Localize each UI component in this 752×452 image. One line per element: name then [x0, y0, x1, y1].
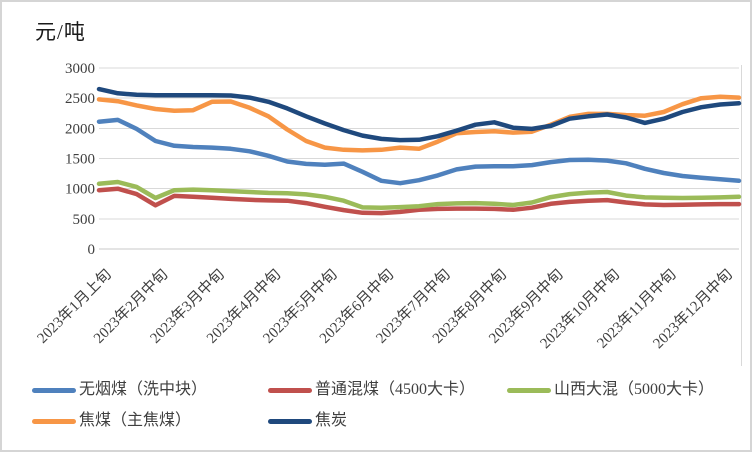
series-line: [96, 117, 742, 186]
plot-area: 0500100015002000250030002023年1月上旬2023年2月…: [34, 61, 742, 366]
series-line: [96, 86, 742, 143]
y-axis-tick-label: 500: [73, 212, 96, 228]
legend-line-marker: [32, 387, 76, 393]
series-line: [96, 186, 742, 216]
y-axis-tick-label: 2500: [65, 91, 95, 107]
chart-title: 元/吨: [35, 20, 86, 44]
legend-item: 焦煤（主焦煤）: [32, 411, 191, 431]
legend-line-marker: [507, 387, 551, 393]
legend-item: 无烟煤（洗中块）: [32, 380, 207, 400]
y-axis-tick-label: 3000: [65, 61, 95, 77]
legend-line-marker: [268, 418, 312, 424]
legend-line-marker: [268, 387, 312, 393]
series-line: [96, 94, 742, 153]
y-axis-tick-label: 2000: [65, 121, 95, 137]
legend-label: 焦煤（主焦煤）: [79, 412, 192, 429]
legend-item: 焦炭: [268, 411, 347, 431]
y-axis-tick-label: 0: [88, 242, 96, 258]
legend-label: 普通混煤（4500大卡）: [315, 381, 476, 398]
y-axis-tick-label: 1000: [65, 182, 95, 198]
legend-label: 无烟煤（洗中块）: [79, 381, 208, 398]
y-axis-tick-label: 1500: [65, 152, 95, 168]
series-line: [96, 179, 742, 210]
legend-label: 山西大混（5000大卡）: [554, 381, 715, 398]
legend-item: 山西大混（5000大卡）: [507, 380, 714, 400]
legend-label: 焦炭: [315, 412, 348, 429]
legend-item: 普通混煤（4500大卡）: [268, 380, 475, 400]
legend-line-marker: [32, 418, 76, 424]
